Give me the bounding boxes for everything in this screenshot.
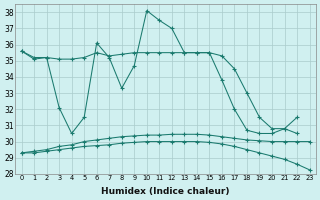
X-axis label: Humidex (Indice chaleur): Humidex (Indice chaleur) bbox=[101, 187, 230, 196]
